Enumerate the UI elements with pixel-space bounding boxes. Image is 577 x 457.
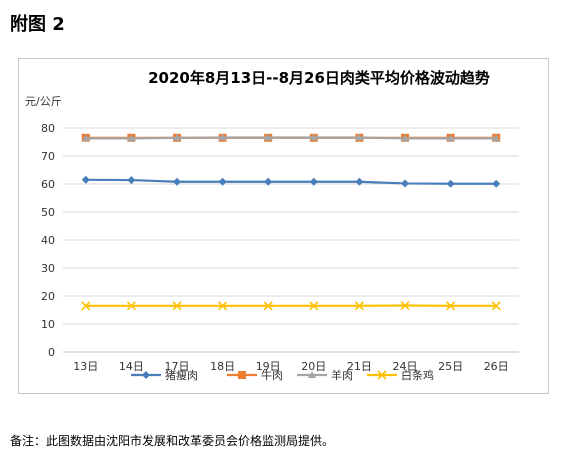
- legend-marker: [377, 370, 387, 380]
- y-tick-label: 10: [41, 318, 55, 331]
- y-tick-label: 80: [41, 122, 55, 135]
- page-heading: 附图 2: [10, 14, 65, 35]
- x-tick-label: 13日: [73, 360, 98, 373]
- data-point: [264, 177, 273, 186]
- y-tick-label: 60: [41, 178, 55, 191]
- legend-marker: [142, 371, 150, 379]
- y-tick-label: 20: [41, 290, 55, 303]
- footnote: 备注：此图数据由沈阳市发展和改革委员会价格监测局提供。: [10, 434, 335, 448]
- data-point: [309, 301, 319, 311]
- legend-label: 猪瘦肉: [165, 368, 198, 382]
- data-point: [127, 176, 136, 185]
- series-1: [81, 175, 501, 188]
- grid-lines: [63, 127, 519, 353]
- chart-frame: 2020年8月13日--8月26日肉类平均价格波动趋势 元/公斤 0 10 20 30…: [18, 58, 549, 394]
- chart-title: 2020年8月13日--8月26日肉类平均价格波动趋势: [148, 69, 490, 87]
- line-chart: 2020年8月13日--8月26日肉类平均价格波动趋势 元/公斤 0 10 20 30…: [25, 69, 519, 382]
- data-point: [173, 177, 181, 186]
- data-point: [81, 175, 90, 184]
- data-point: [401, 179, 409, 188]
- data-point: [446, 301, 456, 311]
- legend-label: 羊肉: [331, 368, 353, 382]
- x-tick-label: 26日: [484, 360, 509, 373]
- x-tick-label: 14日: [119, 360, 144, 373]
- data-point: [309, 177, 318, 186]
- data-point: [446, 134, 455, 142]
- data-point: [354, 301, 364, 311]
- y-tick-label: 30: [41, 262, 55, 275]
- series-line: [85, 178, 497, 185]
- legend-label: 白条鸡: [401, 368, 434, 382]
- legend-item: 羊肉: [297, 368, 353, 382]
- legend-item: 牛肉: [227, 368, 283, 382]
- y-axis-label: 元/公斤: [25, 95, 62, 108]
- y-tick-label: 50: [41, 206, 55, 219]
- legend-marker: [308, 371, 316, 378]
- series-3: [81, 133, 501, 142]
- series-line: [85, 136, 497, 140]
- data-point: [126, 301, 136, 311]
- data-point: [173, 133, 181, 141]
- data-point: [491, 301, 501, 311]
- legend-item: 白条鸡: [367, 368, 434, 382]
- data-point: [81, 301, 91, 311]
- x-tick-label: 24日: [393, 360, 418, 373]
- data-point: [263, 301, 273, 311]
- legend: 猪瘦肉 牛肉 羊肉 白条鸡: [131, 368, 434, 382]
- y-tick-label: 0: [48, 346, 55, 359]
- data-point: [172, 301, 182, 311]
- data-point: [355, 177, 364, 186]
- data-point: [81, 134, 90, 142]
- data-point: [492, 134, 501, 142]
- data-point: [355, 133, 364, 141]
- series-4: [81, 300, 501, 311]
- legend-item: 猪瘦肉: [131, 368, 198, 382]
- y-tick-labels: 0 10 20 30 40 50 60 70 80: [41, 122, 55, 359]
- y-tick-label: 70: [41, 150, 55, 163]
- legend-marker: [238, 371, 246, 379]
- x-tick-label: 21日: [347, 360, 372, 373]
- x-tick-label: 18日: [210, 360, 235, 373]
- data-point: [218, 177, 227, 186]
- data-point: [127, 134, 136, 142]
- series-lines: [81, 133, 501, 311]
- y-tick-label: 40: [41, 234, 55, 247]
- data-point: [401, 134, 409, 142]
- legend-label: 牛肉: [261, 368, 283, 382]
- x-tick-label: 20日: [301, 360, 326, 373]
- data-point: [492, 179, 501, 188]
- data-point: [446, 179, 455, 188]
- data-point: [309, 133, 318, 141]
- data-point: [264, 133, 273, 141]
- x-tick-label: 17日: [165, 360, 190, 373]
- x-tick-label: 25日: [438, 360, 463, 373]
- data-point: [400, 300, 410, 311]
- x-tick-labels: 13日 14日 17日 18日 19日 20日 21日 24日 25日 26日: [73, 360, 508, 373]
- data-point: [218, 301, 228, 311]
- x-tick-label: 19日: [256, 360, 281, 373]
- data-point: [218, 133, 227, 141]
